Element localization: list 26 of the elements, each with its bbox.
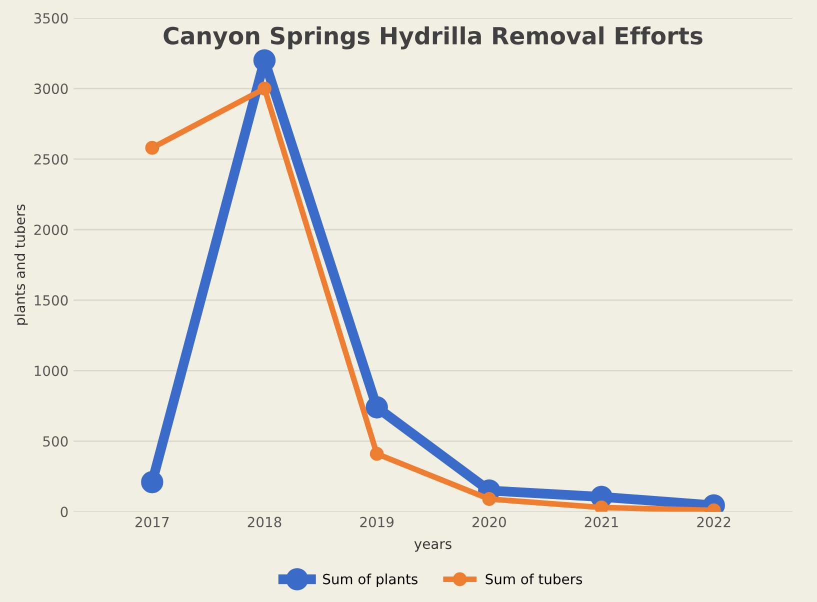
x-tick-label: 2020 bbox=[472, 516, 506, 528]
x-tick-label: 2019 bbox=[360, 516, 394, 528]
point bbox=[141, 470, 164, 494]
point bbox=[482, 492, 496, 506]
y-tick-label: 2000 bbox=[34, 224, 68, 236]
y-tick-label: 3500 bbox=[34, 13, 68, 24]
point bbox=[594, 500, 608, 512]
y-tick-label: 0 bbox=[60, 506, 68, 518]
chart-title: Canyon Springs Hydrilla Removal Efforts bbox=[164, 26, 702, 50]
x-axis-title: years bbox=[414, 541, 452, 552]
y-tick-label: 1500 bbox=[34, 295, 68, 306]
x-tick-label: 2022 bbox=[697, 516, 730, 528]
y-tick-label: 1000 bbox=[34, 366, 68, 376]
point bbox=[258, 82, 272, 96]
x-tick-label: 2018 bbox=[248, 516, 282, 528]
x-tick-label: 2021 bbox=[584, 516, 618, 528]
point bbox=[366, 396, 388, 418]
legend-label: Sum of tubers bbox=[486, 574, 582, 584]
point bbox=[370, 446, 384, 461]
x-tick-label: 2017 bbox=[136, 516, 169, 528]
y-tick-label: 500 bbox=[43, 436, 68, 447]
y-tick-label: 2500 bbox=[34, 154, 68, 165]
y-axis-title: plants and tubers bbox=[14, 204, 28, 325]
point bbox=[145, 140, 160, 155]
legend-label: Sum of plants bbox=[323, 574, 418, 588]
y-tick-label: 3000 bbox=[34, 84, 68, 94]
